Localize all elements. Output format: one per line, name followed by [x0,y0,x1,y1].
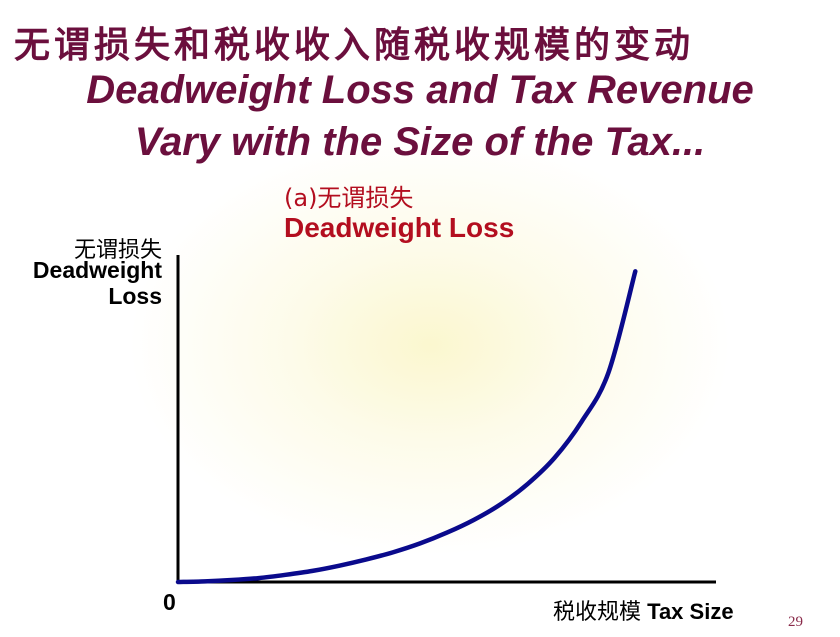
origin-label: 0 [163,589,176,615]
page-number: 29 [788,614,803,630]
slide-title-english-line2: Vary with the Size of the Tax... [134,120,706,164]
x-axis-label: 税收规模 Tax Size [553,594,734,626]
x-axis-label-english: Tax Size [647,599,734,624]
chart-title: Deadweight Loss [284,212,515,243]
x-axis-label-chinese: 税收规模 [553,600,642,625]
y-axis-label-chinese: 无谓损失 [73,238,162,263]
deadweight-loss-curve-0 [175,269,638,585]
slide-title-english-line1: Deadweight Loss and Tax Revenue [86,68,754,112]
y-axis-label-line2: Loss [108,283,162,309]
y-axis-label-line1: Deadweight [32,257,162,283]
panel-label-chinese: (a)无谓损失 [284,184,414,212]
slide-title-chinese: 无谓损失和税收收入随税收规模的变动 [14,25,695,66]
